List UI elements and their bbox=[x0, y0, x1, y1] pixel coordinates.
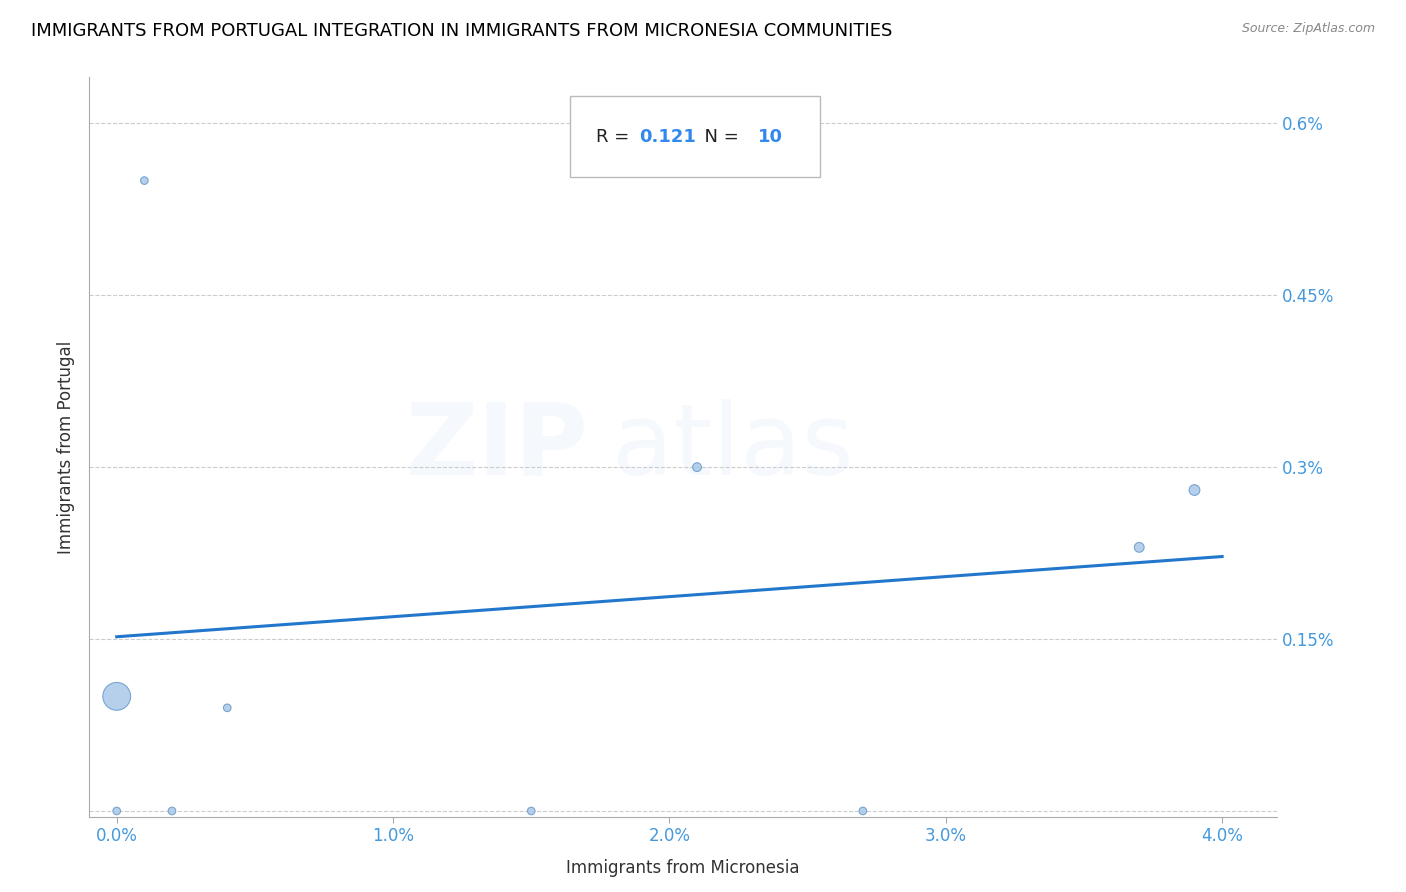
Text: ZIP: ZIP bbox=[405, 399, 588, 496]
Point bbox=[1128, 541, 1150, 555]
Point bbox=[520, 804, 543, 818]
Text: R =: R = bbox=[596, 128, 636, 145]
Text: 0.121: 0.121 bbox=[640, 128, 696, 145]
Text: Source: ZipAtlas.com: Source: ZipAtlas.com bbox=[1241, 22, 1375, 36]
FancyBboxPatch shape bbox=[571, 96, 820, 178]
Point bbox=[160, 804, 183, 818]
Text: N =: N = bbox=[693, 128, 744, 145]
Text: atlas: atlas bbox=[612, 399, 853, 496]
Point bbox=[134, 173, 156, 187]
Point bbox=[217, 701, 239, 715]
Text: 10: 10 bbox=[758, 128, 783, 145]
Point bbox=[105, 690, 128, 704]
Point bbox=[686, 460, 709, 475]
X-axis label: Immigrants from Micronesia: Immigrants from Micronesia bbox=[567, 859, 800, 877]
Point bbox=[852, 804, 875, 818]
Point bbox=[1184, 483, 1206, 497]
Text: IMMIGRANTS FROM PORTUGAL INTEGRATION IN IMMIGRANTS FROM MICRONESIA COMMUNITIES: IMMIGRANTS FROM PORTUGAL INTEGRATION IN … bbox=[31, 22, 893, 40]
Y-axis label: Immigrants from Portugal: Immigrants from Portugal bbox=[58, 341, 75, 554]
Point bbox=[105, 804, 128, 818]
